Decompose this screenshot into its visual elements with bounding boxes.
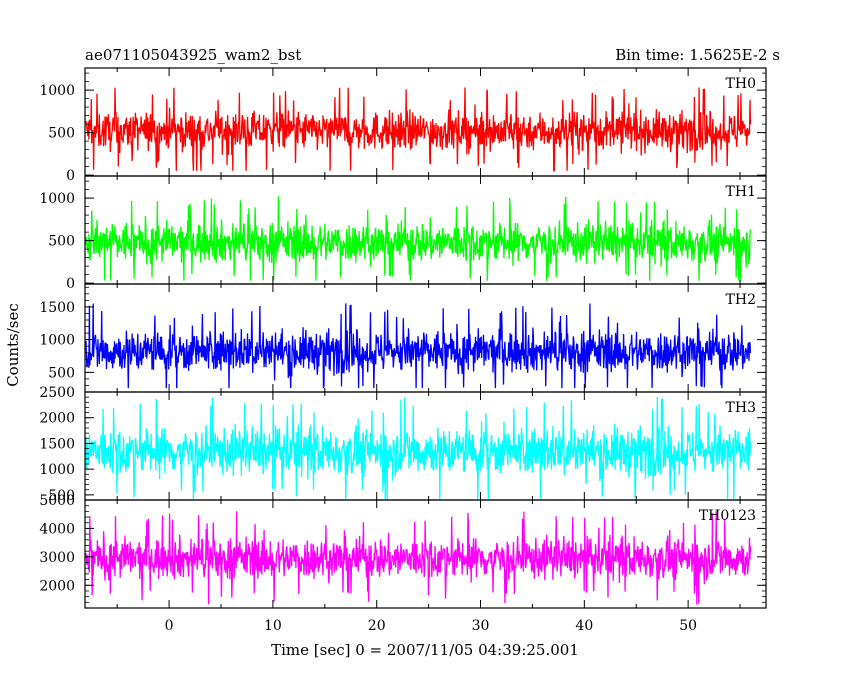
y-tick-label: 500 (48, 488, 75, 504)
panel-label-th0123: TH0123 (699, 508, 756, 524)
y-tick-label: 4000 (39, 521, 75, 537)
x-tick-label: 50 (679, 618, 697, 634)
y-tick-label: 500 (48, 126, 75, 142)
series-line-th0 (85, 87, 752, 172)
x-tick-label: 0 (165, 618, 174, 634)
panel-label-th2: TH2 (726, 292, 756, 308)
panel-th0123: 2000 3000 4000 5000 TH0123 (39, 493, 767, 609)
y-tick-label: 2000 (39, 578, 75, 594)
panel-label-th0: TH0 (726, 76, 756, 92)
panel-th0: 0 500 1000 TH0 (39, 67, 767, 184)
series-line-th0123 (85, 511, 752, 605)
x-axis-label: Time [sec] 0 = 2007/11/05 04:39:25.001 (271, 641, 579, 659)
y-tick-label: 500 (48, 234, 75, 250)
panel-th1: 0 500 1000 TH1 (39, 175, 767, 292)
panel-th3: 500 1000 1500 2000 2500 TH3 (39, 385, 767, 504)
y-tick-label: 0 (66, 276, 75, 292)
y-tick-label: 1500 (39, 300, 75, 316)
y-tick-label: 1000 (39, 191, 75, 207)
x-tick-label: 40 (575, 618, 593, 634)
panel-frame-th0123 (84, 499, 767, 609)
panel-label-th3: TH3 (726, 400, 756, 416)
series-line-th1 (85, 196, 752, 281)
y-tick-label: 3000 (39, 550, 75, 566)
y-tick-label: 1000 (39, 462, 75, 478)
y-tick-label: 0 (66, 168, 75, 184)
x-tick-label: 30 (472, 618, 490, 634)
y-tick-label: 5000 (39, 493, 75, 509)
panel-th2: 500 1000 1500 TH2 (39, 283, 767, 393)
panel-label-th1: TH1 (726, 184, 756, 200)
y-axis-label: Counts/sec (4, 303, 22, 387)
header-right-bin-time: Bin time: 1.5625E-2 s (615, 46, 780, 64)
y-tick-label: 500 (48, 365, 75, 381)
x-tick-label: 20 (368, 618, 386, 634)
y-tick-label: 1000 (39, 83, 75, 99)
series-line-th3 (85, 396, 752, 500)
y-tick-label: 2000 (39, 411, 75, 427)
x-tick-label: 10 (264, 618, 282, 634)
y-tick-label: 1000 (39, 333, 75, 349)
y-tick-label: 1500 (39, 436, 75, 452)
series-line-th2 (85, 303, 752, 389)
header-left-title: ae071105043925_wam2_bst (85, 46, 301, 64)
y-tick-label: 2500 (39, 385, 75, 401)
